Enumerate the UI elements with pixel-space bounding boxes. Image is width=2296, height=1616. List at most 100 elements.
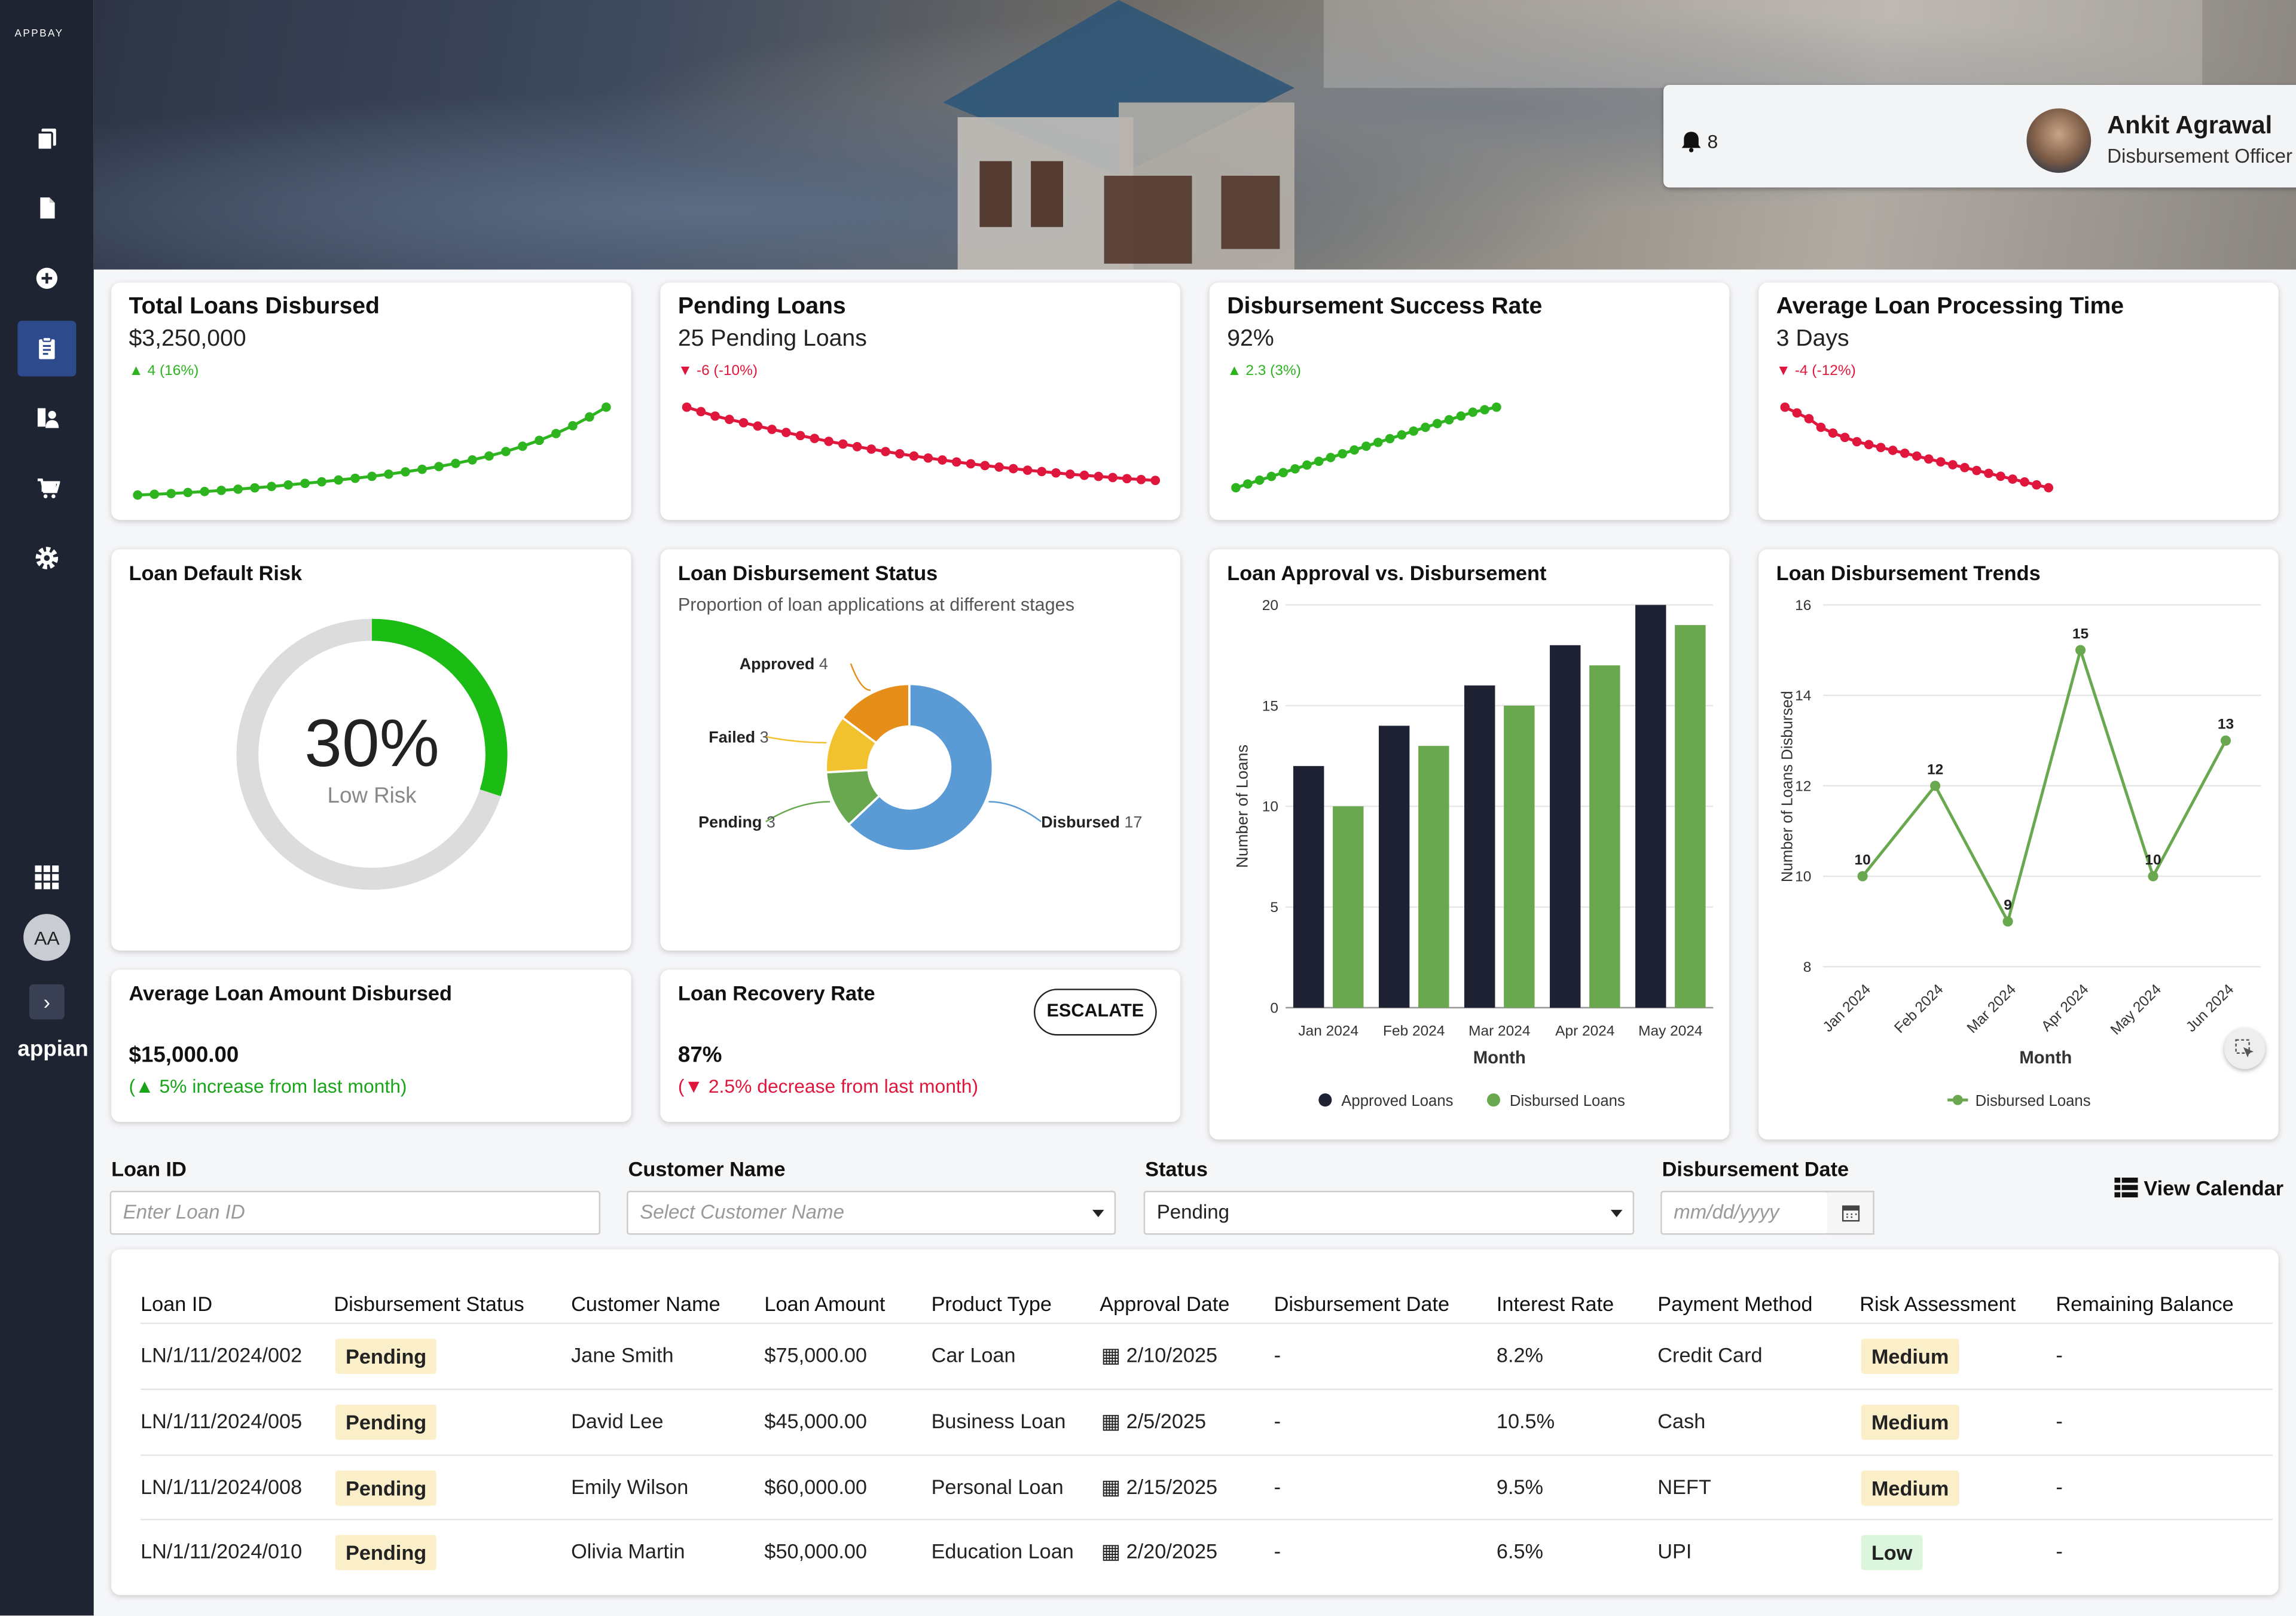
loan-id-cell[interactable]: LN/1/11/2024/008: [141, 1475, 303, 1499]
trend-point[interactable]: [1857, 871, 1868, 882]
date-picker-button[interactable]: [1827, 1191, 1874, 1235]
gear-icon[interactable]: [29, 541, 65, 576]
column-header[interactable]: Loan ID: [141, 1292, 213, 1316]
sparkline-point: [724, 414, 734, 425]
customer-name-select[interactable]: Select Customer Name: [627, 1191, 1116, 1235]
sparkline-point: [838, 439, 848, 449]
column-header[interactable]: Customer Name: [571, 1292, 720, 1316]
sparkline-point: [551, 429, 561, 438]
donut-slice-approved[interactable]: [841, 682, 911, 745]
bar-approved-loans[interactable]: [1464, 685, 1495, 1008]
bar-approved-loans[interactable]: [1293, 766, 1324, 1008]
loan-id-cell[interactable]: LN/1/11/2024/002: [141, 1343, 303, 1367]
apps-grid-icon[interactable]: [29, 860, 65, 895]
column-header[interactable]: Approval Date: [1100, 1292, 1230, 1316]
trend-point[interactable]: [2075, 645, 2086, 655]
bar-approved-loans[interactable]: [1550, 645, 1581, 1008]
risk-badge: Low: [1861, 1535, 1923, 1571]
add-circle-icon[interactable]: [29, 261, 65, 296]
trend-point[interactable]: [2148, 871, 2158, 882]
sparkline-point: [1923, 454, 1934, 464]
documents-icon[interactable]: [29, 121, 65, 157]
column-header[interactable]: Risk Assessment: [1860, 1292, 2016, 1316]
bar-disbursed-loans[interactable]: [1504, 705, 1535, 1008]
section-title: Loan Disbursement Status: [677, 560, 938, 585]
sparkline-point: [451, 459, 460, 468]
chart-options-button[interactable]: [2224, 1028, 2266, 1069]
donut-label: Failed 3: [709, 728, 768, 746]
disbursement-date-input[interactable]: mm/dd/yyyy: [1660, 1191, 1829, 1235]
table-row[interactable]: LN/1/11/2024/010 Pending Olivia Martin $…: [111, 1522, 2279, 1587]
section-subtitle: Proportion of loan applications at diffe…: [677, 594, 1075, 615]
disbursement-date-label: Disbursement Date: [1662, 1157, 1849, 1181]
sparkline-point: [1385, 434, 1395, 444]
sparkline-point: [267, 481, 276, 492]
sparkline-point: [501, 447, 511, 456]
bar-approved-loans[interactable]: [1378, 725, 1410, 1008]
sparkline-path: [686, 405, 1156, 482]
sparkline-point: [417, 464, 427, 474]
table-row[interactable]: LN/1/11/2024/008 Pending Emily Wilson $6…: [111, 1458, 2279, 1522]
avatar[interactable]: AA: [23, 914, 71, 961]
trend-point[interactable]: [2220, 735, 2231, 746]
column-header[interactable]: Disbursement Date: [1274, 1292, 1450, 1316]
file-icon[interactable]: [29, 190, 65, 225]
sparkline-point: [300, 478, 310, 489]
status-select[interactable]: Pending: [1143, 1191, 1635, 1235]
column-header[interactable]: Disbursement Status: [334, 1292, 524, 1316]
bar-approved-loans[interactable]: [1635, 605, 1666, 1008]
kpi-sparkline: [1780, 402, 2053, 493]
loan-id-cell[interactable]: LN/1/11/2024/005: [141, 1408, 303, 1433]
user-profile-card[interactable]: 8 Ankit Agrawal Disbursement Officer: [1663, 85, 2296, 188]
customer-name-cell: David Lee: [571, 1408, 664, 1433]
cart-icon[interactable]: [29, 470, 65, 505]
column-header[interactable]: Loan Amount: [764, 1292, 886, 1316]
sparkline-point: [1864, 440, 1874, 450]
column-header[interactable]: Interest Rate: [1496, 1292, 1614, 1316]
table-row[interactable]: LN/1/11/2024/005 Pending David Lee $45,0…: [111, 1392, 2279, 1456]
column-header[interactable]: Payment Method: [1657, 1292, 1813, 1316]
column-header[interactable]: Remaining Balance: [2056, 1292, 2234, 1316]
x-tick-label: Jun 2024: [2183, 981, 2237, 1035]
bar-disbursed-loans[interactable]: [1333, 806, 1364, 1008]
section-title: Loan Disbursement Trends: [1776, 560, 2041, 585]
payment-method-cell: Credit Card: [1657, 1343, 1763, 1367]
notification-count: 8: [1707, 130, 1718, 153]
sparkline-point: [1094, 471, 1104, 481]
trend-point[interactable]: [1930, 780, 1941, 791]
sparkline-point: [1984, 468, 1993, 478]
loan-id-input[interactable]: Enter Loan ID: [109, 1191, 601, 1235]
loan-id-cell[interactable]: LN/1/11/2024/010: [141, 1539, 303, 1563]
bar-disbursed-loans[interactable]: [1589, 665, 1620, 1008]
notifications-button[interactable]: 8: [1681, 130, 1718, 153]
sparkline-point: [1876, 443, 1886, 453]
disbursement-date-cell: -: [1274, 1343, 1281, 1367]
view-calendar-label: View Calendar: [2144, 1176, 2284, 1200]
calendar-icon: ▦: [1101, 1343, 1121, 1367]
legend-label[interactable]: Disbursed Loans: [1976, 1093, 2091, 1109]
table-row[interactable]: LN/1/11/2024/002 Pending Jane Smith $75,…: [111, 1325, 2279, 1390]
bar-disbursed-loans[interactable]: [1675, 625, 1706, 1008]
sparkline-point: [1314, 456, 1324, 466]
customer-name-cell: Emily Wilson: [571, 1475, 689, 1499]
data-label: 15: [2072, 626, 2089, 642]
bar-disbursed-loans[interactable]: [1418, 746, 1449, 1008]
expand-sidebar-button[interactable]: ›: [29, 984, 65, 1020]
escalate-button[interactable]: ESCALATE: [1033, 989, 1157, 1036]
sparkline-point: [1480, 405, 1489, 414]
donut-slice-disbursed[interactable]: [847, 682, 994, 852]
view-calendar-button[interactable]: View Calendar: [2114, 1176, 2283, 1200]
trend-point[interactable]: [2002, 916, 2013, 927]
clipboard-icon[interactable]: [17, 321, 77, 377]
interest-rate-cell: 8.2%: [1496, 1343, 1544, 1367]
sparkline-point: [1840, 432, 1850, 443]
sparkline-point: [881, 447, 890, 456]
legend-label[interactable]: Disbursed Loans: [1510, 1093, 1625, 1109]
kpi-card-pending-loans: Pending Loans 25 Pending Loans ▼ -6 (-10…: [660, 282, 1180, 520]
chart-person-icon[interactable]: [29, 400, 65, 435]
kpi-card-processing-time: Average Loan Processing Time 3 Days ▼ -4…: [1758, 282, 2279, 520]
sparkline-point: [1231, 483, 1241, 493]
legend-label[interactable]: Approved Loans: [1341, 1093, 1453, 1109]
column-header[interactable]: Product Type: [931, 1292, 1052, 1316]
x-tick-label: Jan 2024: [1298, 1023, 1358, 1039]
